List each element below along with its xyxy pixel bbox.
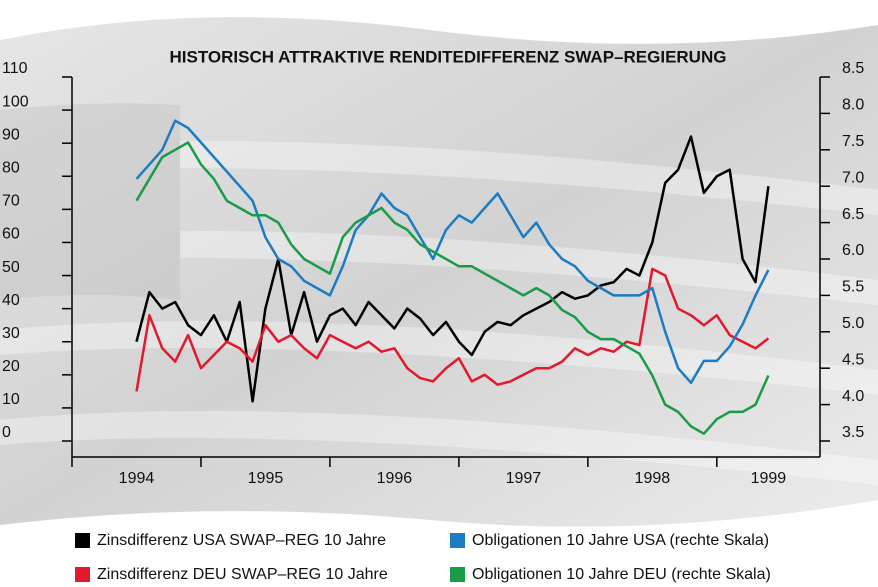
flag-stripes	[0, 103, 878, 485]
y-tick-label: 40	[2, 292, 20, 309]
y2-tick-label: 6.5	[842, 206, 864, 223]
y-tick-label: 110	[2, 60, 28, 77]
legend-swatch	[450, 533, 465, 548]
x-tick-label: 1994	[119, 470, 155, 487]
legend-swatch	[75, 567, 90, 582]
x-tick-label: 1999	[751, 470, 787, 487]
x-tick-label: 1998	[635, 470, 671, 487]
y-tick-label: 100	[2, 93, 29, 110]
y2-tick-label: 8.0	[842, 97, 864, 114]
y-tick-label: 60	[2, 226, 20, 243]
legend-label: Zinsdifferenz USA SWAP–REG 10 Jahre	[97, 532, 386, 549]
x-tick-label: 1995	[248, 470, 284, 487]
legend-swatch	[75, 533, 90, 548]
y2-tick-label: 5.5	[842, 279, 864, 296]
flag-background	[0, 17, 878, 527]
legend-label: Zinsdifferenz DEU SWAP–REG 10 Jahre	[97, 566, 388, 583]
x-tick-label: 1997	[506, 470, 542, 487]
y-tick-label: 0	[2, 424, 11, 441]
y2-tick-label: 7.5	[842, 133, 864, 150]
y-tick-label: 50	[2, 259, 20, 276]
y-tick-label: 90	[2, 126, 20, 143]
y2-tick-label: 4.0	[842, 388, 864, 405]
y-tick-label: 30	[2, 325, 20, 342]
chart-title: HISTORISCH ATTRAKTIVE RENDITEDIFFERENZ S…	[170, 47, 727, 66]
series-line	[135, 141, 770, 435]
y2-tick-label: 3.5	[842, 424, 864, 441]
y2-tick-label: 8.5	[842, 60, 864, 77]
y2-tick-label: 4.5	[842, 351, 864, 368]
y-tick-label: 10	[2, 391, 20, 408]
y-tick-label: 70	[2, 193, 20, 210]
series-line	[135, 119, 770, 385]
series-line	[135, 135, 770, 403]
legend-swatch	[450, 567, 465, 582]
y-tick-label: 20	[2, 358, 20, 375]
legend-label: Obligationen 10 Jahre USA (rechte Skala)	[472, 532, 769, 549]
x-tick-label: 1996	[377, 470, 413, 487]
legend-label: Obligationen 10 Jahre DEU (rechte Skala)	[472, 566, 771, 583]
y-tick-label: 80	[2, 159, 20, 176]
y2-tick-label: 5.0	[842, 315, 864, 332]
y2-tick-label: 7.0	[842, 169, 864, 186]
y2-tick-label: 6.0	[842, 242, 864, 259]
series-line	[135, 267, 770, 392]
